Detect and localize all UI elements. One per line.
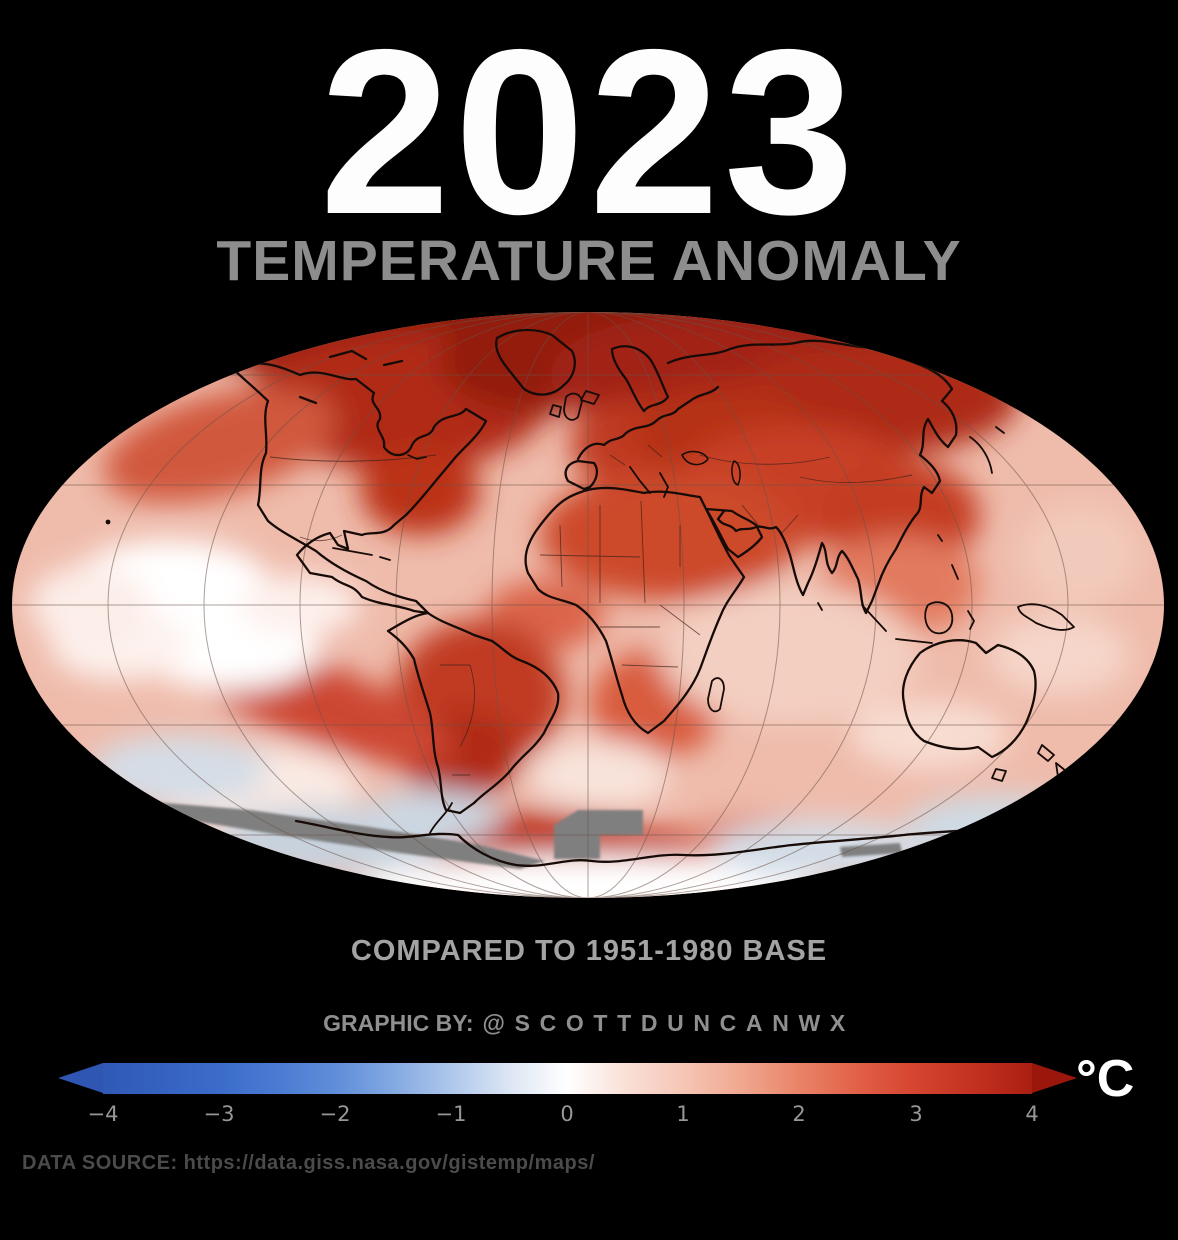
colorbar-tick-label: 4 — [1025, 1102, 1039, 1126]
colorbar-tick-label: −3 — [203, 1102, 235, 1126]
colorbar-right-arrow — [1032, 1063, 1077, 1093]
year-title: 2023 — [319, 0, 859, 263]
colorbar-tick-label: −4 — [87, 1102, 119, 1126]
colorbar-tick-label: −2 — [319, 1102, 351, 1126]
map-country-borders — [269, 444, 913, 776]
colorbar-gradient — [103, 1063, 1032, 1094]
credit-handle: @SCOTTDUNCANWX — [482, 1010, 855, 1036]
subtitle: TEMPERATURE ANOMALY — [216, 229, 962, 293]
colorbar-tick-label: −1 — [435, 1102, 467, 1126]
credit-line: GRAPHIC BY: @SCOTTDUNCANWX — [0, 1010, 1178, 1038]
colorbar-tick-label: 0 — [560, 1102, 574, 1126]
colorbar-left-arrow — [58, 1063, 103, 1093]
map-anomaly-blobs — [30, 312, 1140, 898]
credit-prefix: GRAPHIC BY: — [323, 1010, 474, 1036]
data-source: DATA SOURCE: https://data.giss.nasa.gov/… — [22, 1152, 595, 1174]
colorbar-unit-label: °C — [1076, 1050, 1135, 1108]
colorbar-tick-label: 3 — [909, 1102, 923, 1126]
colorbar-tick-label: 2 — [792, 1102, 806, 1126]
baseline-caption: COMPARED TO 1951-1980 BASE — [350, 935, 828, 967]
map-coastlines — [105, 328, 1075, 867]
colorbar-tick-label: 1 — [676, 1102, 690, 1126]
world-temperature-anomaly-map — [12, 312, 1164, 898]
map-graticule — [12, 312, 1164, 898]
